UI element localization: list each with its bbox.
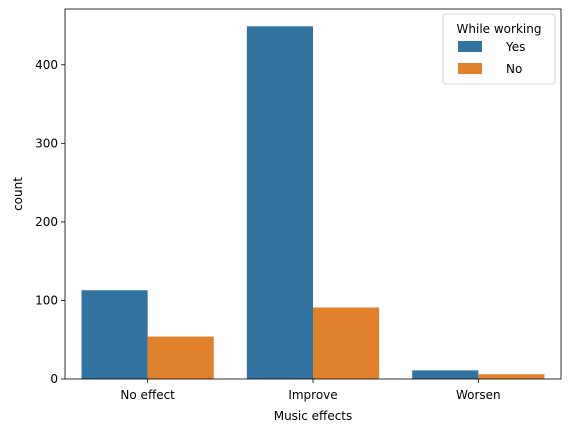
x-axis: No effect Improve Worsen: [120, 379, 501, 402]
x-tick-label: Worsen: [456, 388, 501, 402]
legend-title: While working: [457, 22, 542, 36]
x-tick-label: Improve: [288, 388, 337, 402]
legend-swatch-no: [458, 63, 482, 74]
legend: While working Yes No: [442, 13, 556, 85]
bars-group: [81, 26, 545, 379]
bar-yes-no-effect: [81, 290, 148, 379]
legend-label-yes: Yes: [505, 40, 525, 54]
y-tick-label: 400: [35, 58, 58, 72]
bar-no-improve: [313, 307, 380, 379]
y-axis-label: count: [11, 177, 25, 211]
bar-yes-improve: [246, 26, 313, 379]
legend-label-no: No: [506, 62, 522, 76]
x-tick-label: No effect: [120, 388, 175, 402]
x-axis-label: Music effects: [274, 409, 353, 423]
y-tick-label: 200: [35, 215, 58, 229]
legend-swatch-yes: [458, 41, 482, 52]
bar-no-no-effect: [147, 336, 214, 379]
y-tick-label: 100: [35, 293, 58, 307]
y-tick-label: 300: [35, 136, 58, 150]
y-tick-label: 0: [50, 372, 58, 386]
y-axis: 0 100 200 300 400: [35, 58, 65, 386]
bar-yes-worsen: [412, 370, 479, 379]
bar-no-worsen: [478, 374, 545, 379]
